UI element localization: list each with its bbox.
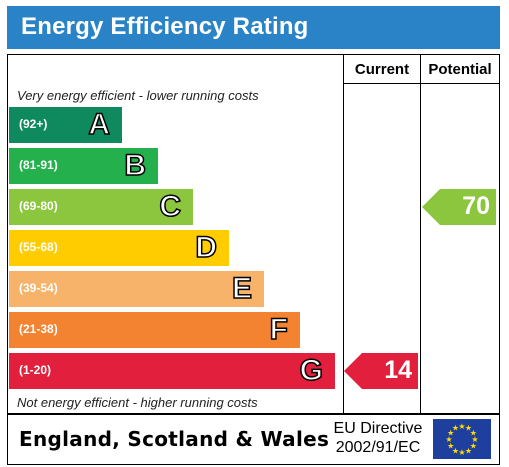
footer-directive: EU Directive 2002/91/EC [326, 419, 430, 457]
potential-rating-value: 70 [462, 192, 490, 220]
band-letter: C [159, 189, 182, 224]
band-range: (55-68) [19, 240, 58, 254]
band-range: (1-20) [19, 363, 52, 377]
directive-line-2: 2002/91/EC [335, 439, 421, 456]
band-g: (1-20) G [9, 353, 335, 389]
bottom-caption: Not energy efficient - higher running co… [17, 395, 258, 410]
band-letter: G [299, 353, 324, 388]
band-c: (69-80) C [9, 189, 193, 225]
eu-star-icon: ★ [445, 435, 452, 444]
current-column-header: Current [354, 61, 410, 78]
title-bar: Energy Efficiency Rating [7, 6, 500, 49]
eu-star-icon: ★ [447, 442, 454, 451]
directive-line-1: EU Directive [333, 420, 423, 437]
current-column-divider [343, 55, 344, 414]
footer: England, Scotland & Wales EU Directive 2… [7, 413, 500, 465]
eu-star-icon: ★ [470, 442, 477, 451]
current-arrow-shape [344, 353, 418, 389]
eu-star-icon: ★ [465, 424, 472, 433]
eu-star-icon: ★ [452, 446, 459, 455]
band-a: (92+) A [9, 107, 122, 143]
band-e: (39-54) E [9, 271, 264, 307]
eu-star-icon: ★ [458, 448, 465, 457]
band-b: (81-91) B [9, 148, 158, 184]
band-f: (21-38) F [9, 312, 300, 348]
top-caption: Very energy efficient - lower running co… [17, 88, 259, 103]
header-divider [343, 83, 499, 84]
eu-flag-icon: ★ ★ ★ ★ ★ ★ ★ ★ ★ ★ ★ ★ [433, 419, 491, 459]
band-range: (39-54) [19, 281, 58, 295]
current-rating-value: 14 [384, 356, 412, 384]
band-d: (55-68) D [9, 230, 229, 266]
band-letter: F [269, 312, 289, 347]
band-range: (81-91) [19, 158, 58, 172]
band-letter: E [231, 271, 253, 306]
potential-rating-arrow: 70 [422, 189, 498, 225]
eu-stars: ★ ★★★★★★★★★★★ [445, 422, 478, 457]
band-letter: D [195, 230, 218, 265]
band-range: (21-38) [19, 322, 58, 336]
potential-arrow-shape [422, 189, 496, 225]
eu-star-icon: ★ [465, 446, 472, 455]
potential-column-divider [420, 55, 421, 414]
eu-star-icon: ★ [452, 424, 459, 433]
eu-star-icon: ★ [471, 435, 478, 444]
band-range: (92+) [19, 117, 48, 131]
current-rating-arrow: 14 [344, 353, 420, 389]
band-letter: B [124, 148, 147, 183]
eu-star-icon: ★ [458, 422, 465, 431]
band-letter: A [88, 107, 111, 142]
potential-column-header: Potential [428, 61, 492, 78]
eu-star-icon: ★ [447, 429, 454, 438]
band-range: (69-80) [19, 199, 58, 213]
footer-country: England, Scotland & Wales [19, 427, 330, 451]
rating-chart: Current Potential Very energy efficient … [7, 54, 500, 415]
eu-star-icon: ★ [470, 429, 477, 438]
page-title: Energy Efficiency Rating [21, 13, 309, 40]
